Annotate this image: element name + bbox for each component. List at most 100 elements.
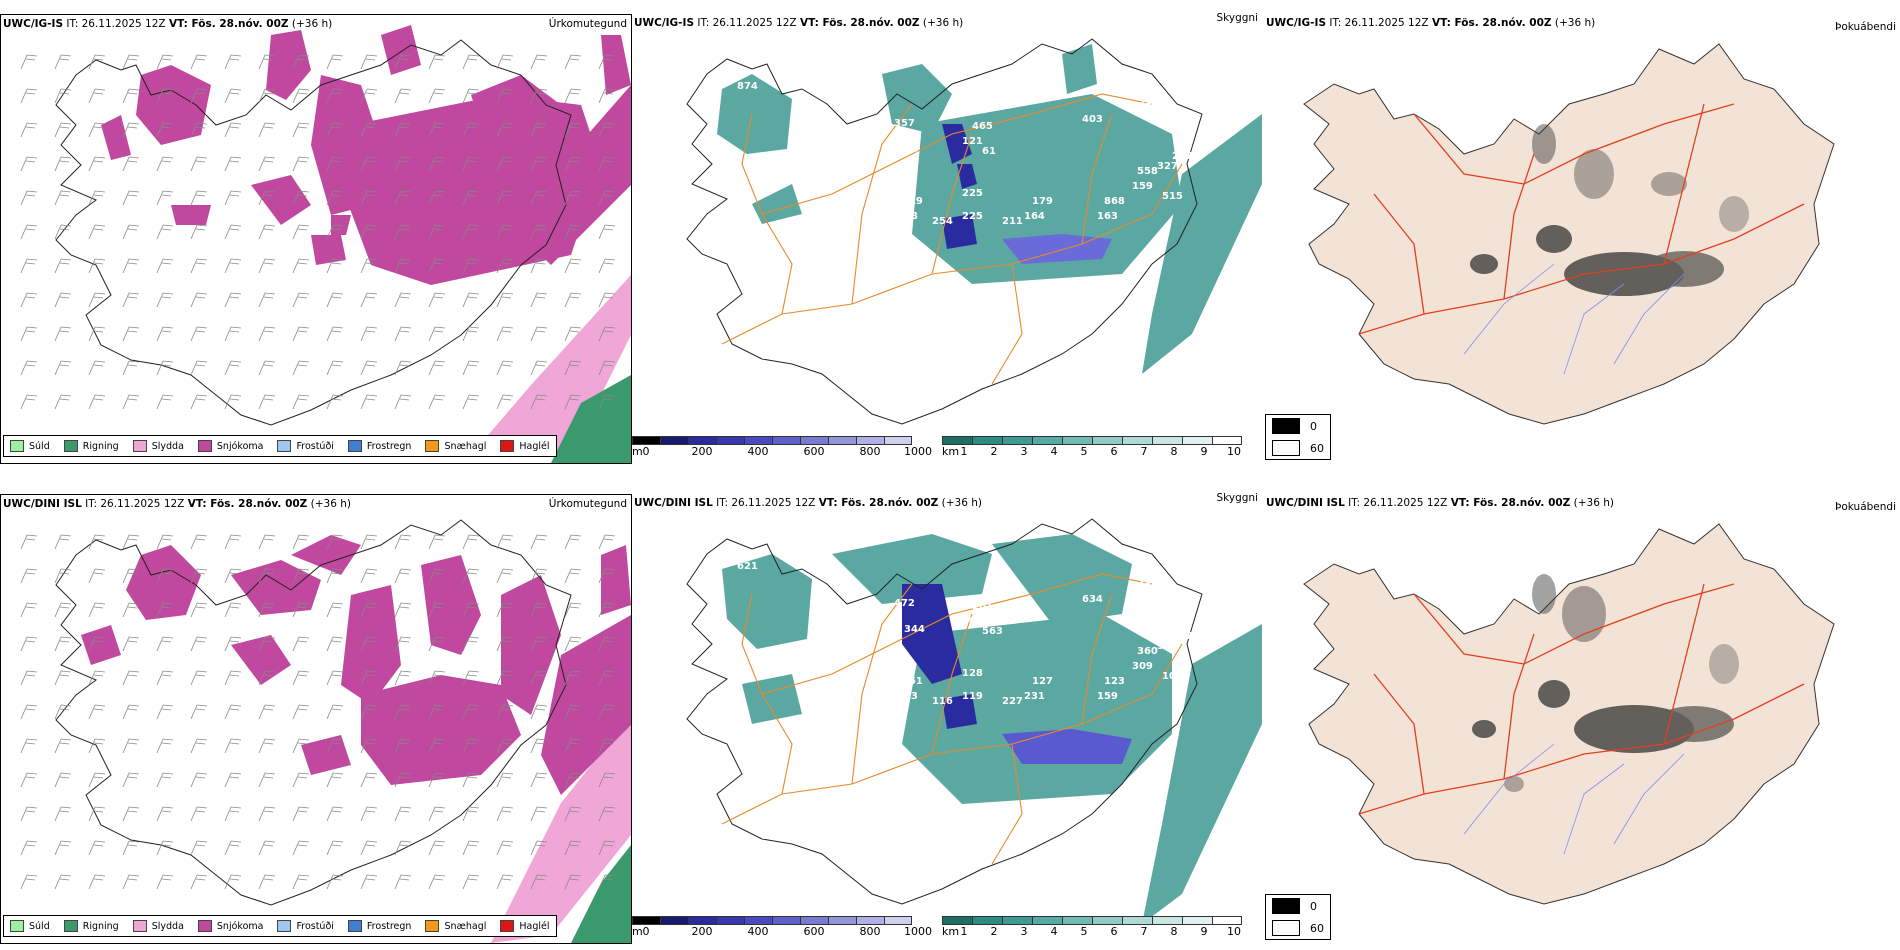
wind-barb <box>292 840 310 856</box>
panel-title: Skyggni <box>1216 12 1259 24</box>
wind-barb <box>190 292 208 308</box>
wind-barb <box>54 772 72 788</box>
ceiling-label: 127 <box>1032 676 1053 687</box>
init-time: IT: 26.11.2025 12Z <box>1329 17 1429 29</box>
wind-barb <box>190 602 208 618</box>
wind-barb <box>326 874 344 890</box>
wind-barb <box>428 874 446 890</box>
wind-barb <box>462 88 480 104</box>
wind-barb <box>156 258 174 274</box>
wind-barb <box>496 122 514 138</box>
wind-barb <box>258 326 276 342</box>
wind-barb <box>190 840 208 856</box>
fog-key: 0 60 <box>1265 894 1331 940</box>
wind-barb <box>224 602 242 618</box>
wind-barb <box>496 670 514 686</box>
wind-barb <box>190 636 208 652</box>
wind-barb <box>530 326 548 342</box>
wind-barb <box>428 224 446 240</box>
wind-barb <box>428 568 446 584</box>
wind-barb <box>462 874 480 890</box>
valid-time: VT: Fös. 28.nóv. 00Z <box>1450 497 1571 509</box>
wind-barb <box>122 738 140 754</box>
panel-header: UWC/DINI ISL IT: 26.11.2025 12Z VT: Fös.… <box>634 496 982 510</box>
wind-barb <box>360 122 378 138</box>
wind-barb <box>88 54 106 70</box>
wind-barb <box>20 88 38 104</box>
wind-barb <box>88 156 106 172</box>
wind-barb <box>20 224 38 240</box>
wind-barb <box>292 360 310 376</box>
wind-barb <box>54 88 72 104</box>
wind-barb <box>54 602 72 618</box>
wind-barb <box>258 704 276 720</box>
wind-barb <box>530 156 548 172</box>
wind-barb <box>122 602 140 618</box>
wind-barb <box>258 806 276 822</box>
valid-time: VT: Fös. 28.nóv. 00Z <box>799 17 920 29</box>
wind-barb <box>122 670 140 686</box>
ceiling-label: 621 <box>737 561 758 572</box>
wind-barbs <box>20 534 616 890</box>
visibility-panel-top: 874 357 98 121 465 61 403 302 312 558 327 217 159 225… <box>632 12 1331 464</box>
fog-panel-top: UWC/IG-IS IT: 26.11.2025 12Z VT: Fös. 28… <box>1264 14 1900 454</box>
low-vis-areas <box>717 44 1262 374</box>
wind-barb <box>88 738 106 754</box>
wind-barb <box>292 806 310 822</box>
wind-barb <box>326 156 344 172</box>
ceiling-label: 344 <box>904 624 925 635</box>
wind-barb <box>156 534 174 550</box>
panel-header: UWC/IG-IS IT: 26.11.2025 12Z VT: Fös. 28… <box>634 16 963 30</box>
wind-barb <box>54 156 72 172</box>
wind-barb <box>122 636 140 652</box>
ceiling-label: 138 <box>897 211 918 222</box>
model-name: UWC/DINI ISL <box>1266 497 1345 509</box>
wind-barb <box>258 88 276 104</box>
wind-barb <box>598 840 616 856</box>
fog-map-top <box>1303 43 1835 425</box>
wind-barb <box>20 738 38 754</box>
lead-time: (+36 h) <box>941 497 982 509</box>
wind-barb <box>394 224 412 240</box>
wind-barb <box>394 806 412 822</box>
wind-barb <box>564 806 582 822</box>
model-name: UWC/DINI ISL <box>634 497 713 509</box>
visibility-colorbar: km 1 2 3 4 5 6 7 8 9 10 <box>942 436 1247 458</box>
wind-barb <box>462 534 480 550</box>
model-name: UWC/DINI ISL <box>3 498 82 510</box>
road-network <box>721 93 1183 385</box>
wind-barb <box>224 840 242 856</box>
wind-barb <box>360 360 378 376</box>
wind-barb <box>292 326 310 342</box>
wind-barb <box>122 394 140 410</box>
fog-key: 0 60 <box>1265 414 1331 460</box>
ceiling-label: 123 <box>1104 676 1125 687</box>
ceiling-label: 163 <box>1097 211 1118 222</box>
wind-barb <box>530 670 548 686</box>
wind-barb <box>326 88 344 104</box>
wind-barb <box>326 326 344 342</box>
wind-barb <box>530 602 548 618</box>
legend-hail: Haglél <box>500 920 550 932</box>
wind-barb <box>462 738 480 754</box>
ceiling-label: 102 <box>1138 576 1159 587</box>
wind-barb <box>428 360 446 376</box>
wind-barb <box>190 670 208 686</box>
wind-barb <box>292 224 310 240</box>
wind-barb <box>326 738 344 754</box>
wind-barb <box>360 840 378 856</box>
wind-barb <box>224 54 242 70</box>
wind-barb <box>258 54 276 70</box>
wind-barb <box>258 534 276 550</box>
wind-barb <box>598 602 616 618</box>
ceiling-label: 472 <box>894 598 915 609</box>
iceland-land <box>1303 523 1835 905</box>
precip-legend: Súld Rigning Slydda Snjókoma Frostúði Fr… <box>3 915 557 937</box>
wind-barb <box>360 224 378 240</box>
wind-barb <box>360 874 378 890</box>
wind-barb <box>224 122 242 138</box>
wind-barb <box>224 772 242 788</box>
wind-barb <box>564 568 582 584</box>
wind-barb <box>122 258 140 274</box>
wind-barb <box>564 840 582 856</box>
